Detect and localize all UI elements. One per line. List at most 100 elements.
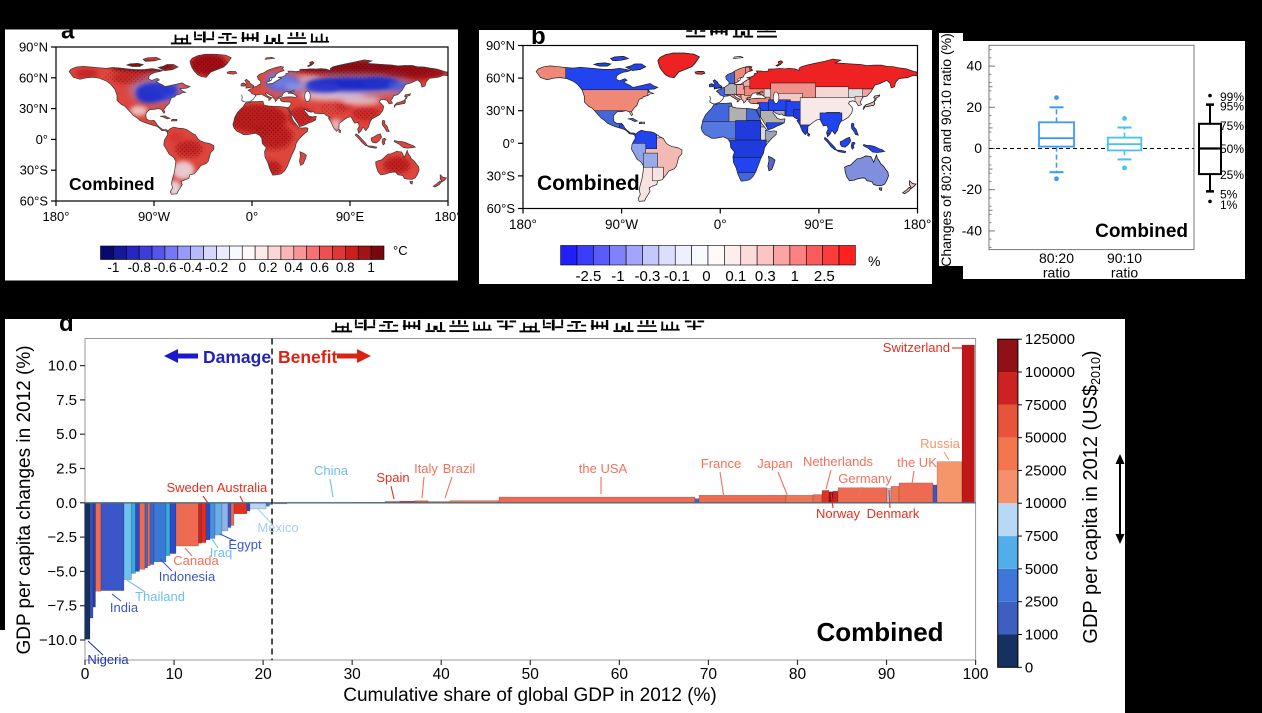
svg-text:20: 20 — [254, 666, 272, 683]
svg-text:80:20: 80:20 — [1039, 250, 1074, 266]
svg-text:-40: -40 — [962, 222, 982, 238]
svg-text:Russia: Russia — [920, 436, 961, 451]
svg-text:Sweden: Sweden — [167, 480, 214, 495]
svg-text:-0.8: -0.8 — [128, 260, 151, 275]
svg-text:0°: 0° — [36, 132, 48, 147]
svg-text:−5.0: −5.0 — [47, 563, 77, 580]
svg-text:90°W: 90°W — [605, 217, 638, 232]
svg-text:60: 60 — [611, 666, 629, 683]
svg-text:Nigeria: Nigeria — [87, 652, 129, 667]
svg-text:Spain: Spain — [376, 470, 409, 485]
svg-text:180°: 180° — [43, 209, 70, 224]
svg-text:50%: 50% — [1220, 142, 1244, 156]
svg-text:1%: 1% — [1220, 198, 1238, 212]
svg-text:75000: 75000 — [1025, 397, 1067, 414]
svg-text:Netherlands: Netherlands — [803, 454, 874, 469]
svg-text:10.0: 10.0 — [48, 358, 77, 375]
svg-text:0.2: 0.2 — [259, 260, 278, 275]
svg-text:b: b — [531, 23, 546, 50]
svg-text:Switzerland: Switzerland — [883, 340, 950, 355]
svg-text:0.6: 0.6 — [310, 260, 329, 275]
svg-text:2.5: 2.5 — [814, 268, 835, 285]
svg-text:70: 70 — [700, 666, 718, 683]
svg-text:90: 90 — [878, 666, 896, 683]
svg-text:1: 1 — [367, 260, 375, 275]
svg-text:7.5: 7.5 — [56, 392, 77, 409]
svg-text:2500: 2500 — [1025, 594, 1058, 611]
svg-text:90°N: 90°N — [486, 38, 515, 53]
svg-text:75%: 75% — [1220, 119, 1244, 133]
svg-text:60°N: 60°N — [19, 70, 48, 85]
svg-text:0.0: 0.0 — [56, 495, 77, 512]
svg-text:180°: 180° — [509, 217, 537, 232]
svg-text:a: a — [61, 18, 75, 45]
svg-text:d: d — [59, 310, 74, 337]
svg-text:Benefit: Benefit — [278, 347, 337, 367]
svg-text:0°: 0° — [503, 136, 515, 151]
svg-text:180°: 180° — [435, 209, 462, 224]
svg-text:90:10: 90:10 — [1107, 250, 1142, 266]
svg-text:ratio: ratio — [1111, 265, 1138, 281]
svg-text:Combined: Combined — [69, 174, 155, 194]
svg-text:30°S: 30°S — [20, 163, 49, 178]
svg-text:the USA: the USA — [579, 461, 628, 476]
svg-text:10: 10 — [165, 666, 183, 683]
svg-text:0: 0 — [238, 260, 246, 275]
svg-text:90°E: 90°E — [804, 217, 833, 232]
svg-text:−7.5: −7.5 — [47, 598, 77, 615]
svg-text:Canada: Canada — [173, 553, 219, 568]
svg-text:40: 40 — [966, 58, 982, 74]
svg-text:0.4: 0.4 — [284, 260, 303, 275]
svg-text:40: 40 — [433, 666, 451, 683]
svg-text:-1: -1 — [611, 268, 624, 285]
svg-text:5%: 5% — [1220, 188, 1238, 202]
svg-text:30°S: 30°S — [487, 168, 516, 183]
svg-text:5000: 5000 — [1025, 561, 1058, 578]
svg-text:0: 0 — [974, 140, 982, 156]
svg-text:180°: 180° — [904, 217, 932, 232]
svg-text:10000: 10000 — [1025, 495, 1067, 512]
svg-text:0: 0 — [1025, 659, 1033, 676]
svg-text:−10.0: −10.0 — [39, 632, 77, 649]
svg-text:Japan: Japan — [757, 456, 792, 471]
svg-text:-1: -1 — [107, 260, 119, 275]
svg-text:60°S: 60°S — [20, 194, 49, 209]
svg-text:100: 100 — [963, 666, 989, 683]
svg-text:80: 80 — [789, 666, 807, 683]
svg-text:Egypt: Egypt — [228, 537, 262, 552]
svg-text:Combined: Combined — [1095, 221, 1188, 242]
svg-text:2.5: 2.5 — [56, 461, 77, 478]
svg-text:25%: 25% — [1220, 168, 1244, 182]
svg-text:China: China — [314, 463, 349, 478]
svg-text:99%: 99% — [1220, 90, 1244, 104]
svg-text:Italy: Italy — [414, 461, 438, 476]
svg-text:Brazil: Brazil — [443, 461, 476, 476]
svg-text:5.0: 5.0 — [56, 426, 77, 443]
svg-text:60°S: 60°S — [487, 201, 516, 216]
svg-text:Combined: Combined — [537, 172, 640, 195]
svg-text:Denmark: Denmark — [867, 506, 920, 521]
svg-text:GDP per capita changes in 2012: GDP per capita changes in 2012 (%) — [14, 345, 35, 654]
svg-text:50: 50 — [522, 666, 540, 683]
svg-text:the UK: the UK — [897, 455, 937, 470]
svg-text:Norway: Norway — [816, 506, 861, 521]
svg-text:100000: 100000 — [1025, 364, 1075, 381]
svg-text:Indonesia: Indonesia — [159, 569, 216, 584]
svg-text:90°N: 90°N — [19, 40, 48, 55]
svg-text:1: 1 — [791, 268, 799, 285]
svg-text:-0.4: -0.4 — [179, 260, 203, 275]
svg-text:−2.5: −2.5 — [47, 529, 77, 546]
svg-text:Mexico: Mexico — [257, 520, 298, 535]
svg-text:30: 30 — [344, 666, 362, 683]
svg-text:Damage: Damage — [203, 347, 271, 367]
svg-text:0°: 0° — [246, 209, 258, 224]
svg-text:Australia: Australia — [217, 480, 268, 495]
svg-text:0°: 0° — [714, 217, 727, 232]
svg-text:ratio: ratio — [1043, 265, 1070, 281]
svg-text:°C: °C — [393, 243, 408, 258]
svg-text:90°W: 90°W — [138, 209, 171, 224]
svg-text:Changes of 80:20 and 90:10 rat: Changes of 80:20 and 90:10 ratio (%) — [938, 33, 954, 267]
svg-text:Iraq: Iraq — [210, 545, 232, 560]
svg-text:30°N: 30°N — [19, 101, 48, 116]
svg-text:Cumulative share of global GDP: Cumulative share of global GDP in 2012 (… — [343, 685, 717, 706]
